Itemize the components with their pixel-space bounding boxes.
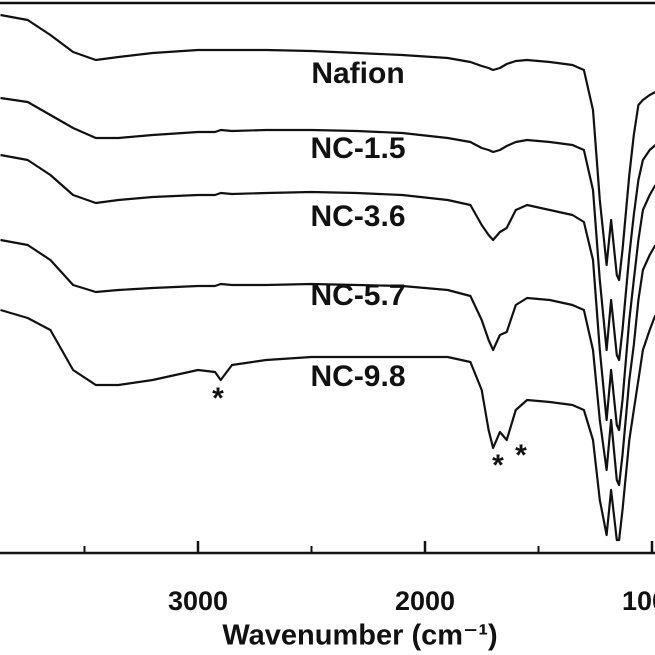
- series-label: NC-5.7: [310, 279, 405, 312]
- x-tick-label: 2000: [395, 586, 455, 616]
- x-tick-label: 3000: [168, 586, 228, 616]
- x-axis-label: Wavenumber (cm⁻¹): [222, 620, 497, 652]
- plot-frame: [0, 1, 655, 555]
- peak-marker: *: [515, 439, 527, 472]
- peak-marker: *: [212, 382, 224, 415]
- spectrum-line: [0, 153, 655, 432]
- peak-marker: *: [492, 449, 504, 482]
- series-label: NC-1.5: [310, 132, 405, 165]
- spectrum-line: [0, 96, 655, 362]
- spectrum-line: [0, 308, 655, 542]
- series-label: NC-3.6: [310, 200, 405, 233]
- spectrum-line: [0, 13, 655, 282]
- x-tick-label: 1000: [622, 586, 655, 616]
- x-tick-label: 4000: [0, 586, 1, 616]
- series-label: Nafion: [311, 57, 404, 90]
- spectrum-line: [0, 238, 655, 487]
- series-label: NC-9.8: [310, 360, 405, 393]
